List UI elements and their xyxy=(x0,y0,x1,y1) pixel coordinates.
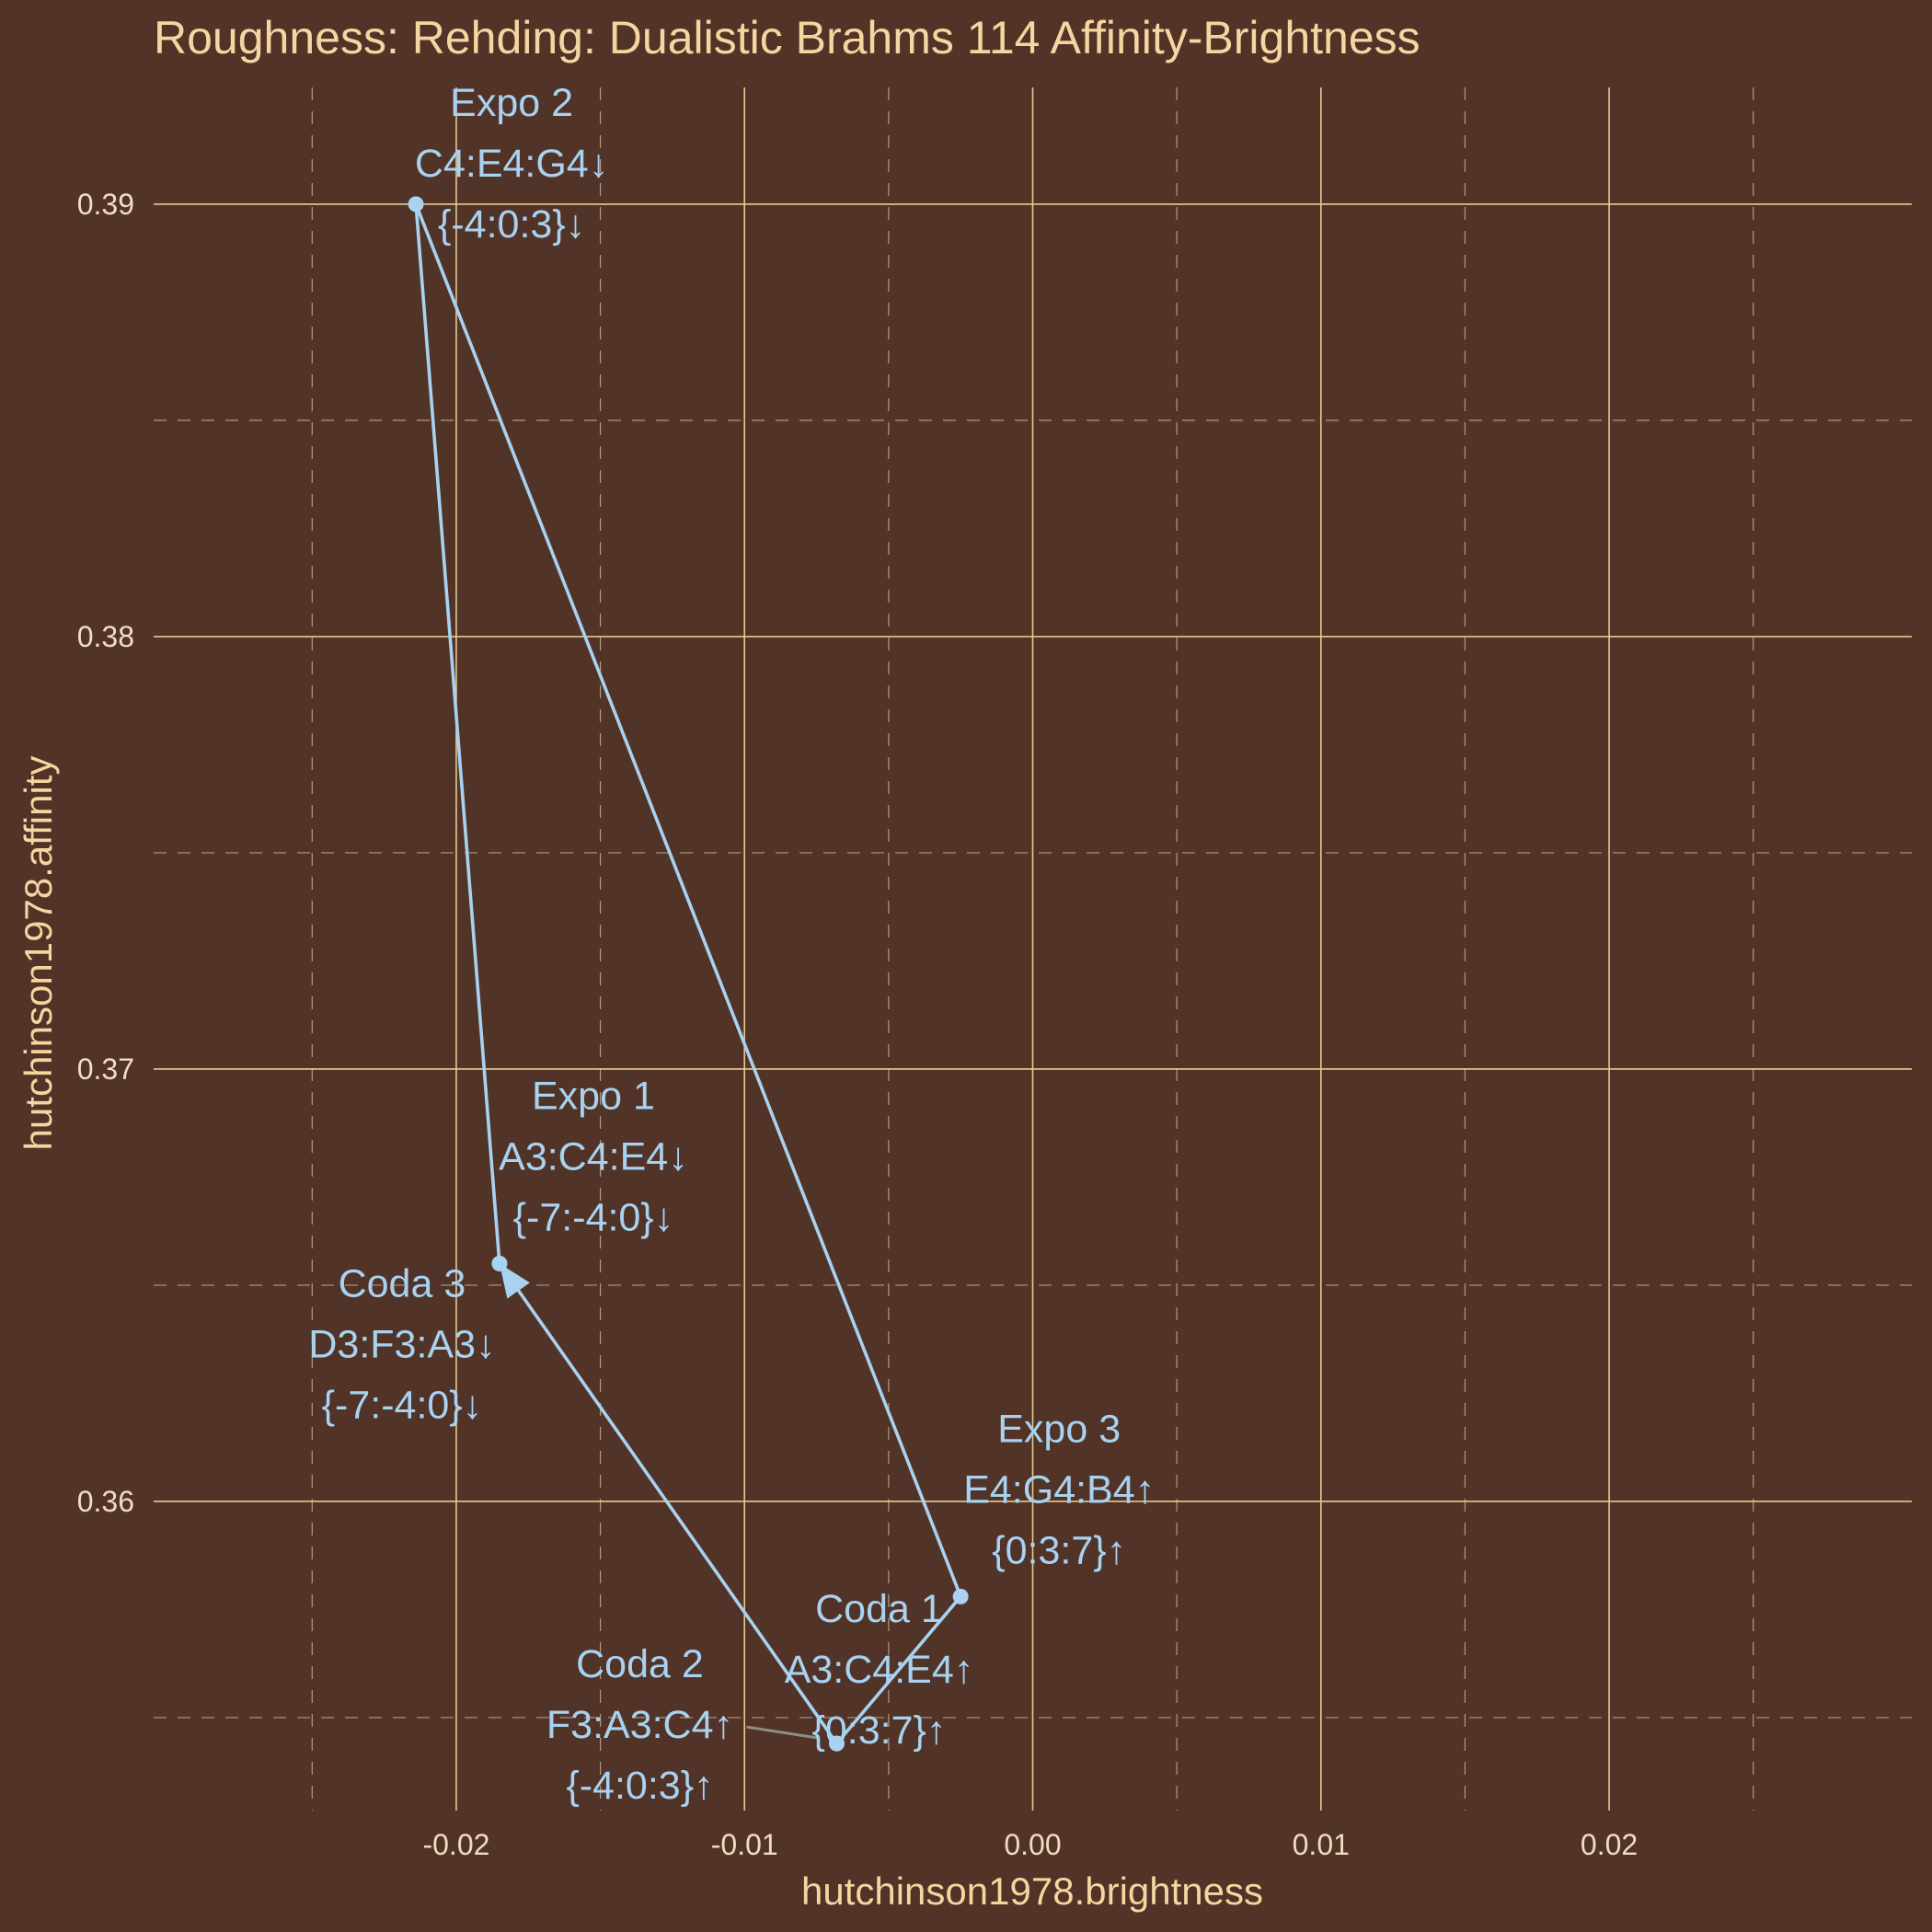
point-label-name: Coda 1 xyxy=(815,1587,943,1631)
point-label-set: {-4:0:3}↓ xyxy=(438,202,585,247)
data-point-expo3 xyxy=(952,1588,969,1604)
series-layer xyxy=(408,196,969,1752)
point-label-expo2: Expo 2 C4:E4:G4↓ {-4:0:3}↓ xyxy=(415,81,608,247)
y-axis-title: hutchinson1978.affinity xyxy=(17,756,60,1151)
point-label-set: {0:3:7}↑ xyxy=(992,1528,1126,1572)
y-tick-label: 0.38 xyxy=(77,620,134,653)
point-label-expo3: Expo 3 E4:G4:B4↑ {0:3:7}↑ xyxy=(963,1407,1155,1572)
point-label-name: Coda 3 xyxy=(339,1261,466,1305)
chart-title: Roughness: Rehding: Dualistic Brahms 114… xyxy=(154,12,1420,63)
path-segment xyxy=(834,1594,962,1745)
point-label-chord: A3:C4:E4↑ xyxy=(785,1648,974,1692)
point-label-set: {0:3:7}↑ xyxy=(812,1708,947,1753)
data-point-coda2 xyxy=(828,1735,845,1752)
label-layer: Expo 1 A3:C4:E4↓ {-7:-4:0}↓ Expo 2 C4:E4:G4↓… xyxy=(308,81,1155,1808)
point-label-expo1: Expo 1 A3:C4:E4↓ {-7:-4:0}↓ xyxy=(499,1074,688,1239)
point-label-coda3: Coda 3 D3:F3:A3↓ {-7:-4:0}↓ xyxy=(308,1261,495,1427)
path-segment xyxy=(414,202,501,1266)
point-label-name: Expo 3 xyxy=(997,1407,1121,1451)
x-tick-label: 0.02 xyxy=(1581,1828,1638,1861)
point-label-name: Coda 2 xyxy=(576,1642,704,1686)
x-axis-title: hutchinson1978.brightness xyxy=(801,1869,1263,1913)
y-tick-label: 0.36 xyxy=(77,1485,134,1518)
point-label-chord: C4:E4:G4↓ xyxy=(415,142,608,186)
axis-layer: -0.02 -0.01 0.00 0.01 0.02 0.36 0.37 0.38 0.39 xyxy=(77,188,1638,1861)
point-label-chord: F3:A3:C4↑ xyxy=(546,1703,733,1747)
y-tick-label: 0.37 xyxy=(77,1052,134,1086)
label-connector xyxy=(746,1725,819,1740)
point-label-name: Expo 2 xyxy=(450,81,573,125)
x-tick-label: -0.02 xyxy=(422,1828,489,1861)
data-point-expo2 xyxy=(408,196,424,213)
point-label-coda1: Coda 1 A3:C4:E4↑ {0:3:7}↑ xyxy=(785,1587,974,1753)
path-segment xyxy=(498,1261,839,1745)
point-label-set: {-4:0:3}↑ xyxy=(566,1764,713,1808)
point-label-chord: D3:F3:A3↓ xyxy=(308,1322,495,1366)
point-label-chord: E4:G4:B4↑ xyxy=(963,1467,1155,1512)
point-label-name: Expo 1 xyxy=(532,1074,655,1118)
x-tick-label: -0.01 xyxy=(711,1828,778,1861)
x-tick-label: 0.00 xyxy=(1004,1828,1061,1861)
point-label-chord: A3:C4:E4↓ xyxy=(499,1134,688,1179)
path-segment xyxy=(414,202,962,1599)
point-label-coda2: Coda 2 F3:A3:C4↑ {-4:0:3}↑ xyxy=(546,1642,733,1808)
x-tick-label: 0.01 xyxy=(1293,1828,1350,1861)
point-label-set: {-7:-4:0}↓ xyxy=(513,1195,674,1239)
data-point-coda3 xyxy=(491,1255,508,1271)
point-label-set: {-7:-4:0}↓ xyxy=(322,1383,483,1427)
grid-layer xyxy=(154,87,1912,1811)
y-tick-label: 0.39 xyxy=(77,188,134,221)
path-arrowhead xyxy=(499,1263,530,1299)
